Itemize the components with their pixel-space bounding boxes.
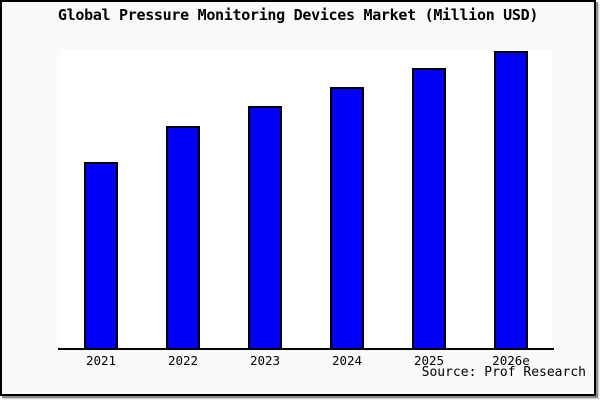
source-credit: Source: Prof Research	[421, 365, 586, 380]
bar-2023	[248, 106, 282, 349]
x-tick-label-2026e: 2026e	[492, 353, 530, 368]
bar-2024	[330, 87, 364, 349]
bar-2021	[84, 162, 118, 349]
x-tick-label-2022: 2022	[167, 353, 199, 368]
chart-title: Global Pressure Monitoring Devices Marke…	[57, 6, 539, 24]
bar-2025	[412, 68, 446, 349]
x-tick-label-2025: 2025	[413, 353, 445, 368]
bar-2026e	[494, 51, 528, 349]
plot-area	[60, 50, 552, 349]
x-tick-label-2023: 2023	[249, 353, 281, 368]
x-axis-line	[58, 348, 554, 350]
x-tick-label-2021: 2021	[85, 353, 117, 368]
bar-2022	[166, 126, 200, 349]
x-tick-label-2024: 2024	[331, 353, 363, 368]
